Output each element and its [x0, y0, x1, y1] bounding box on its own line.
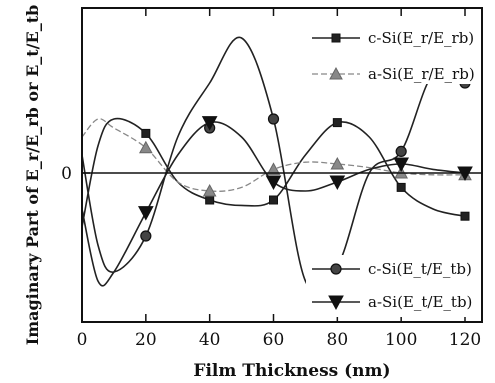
data-point	[267, 113, 280, 125]
data-point	[329, 175, 346, 191]
data-point	[332, 118, 342, 128]
x-tick-label: 80	[327, 330, 349, 350]
y-tick-label: 0	[61, 164, 72, 184]
data-point	[140, 230, 152, 242]
data-point	[141, 128, 151, 138]
data-point	[202, 183, 217, 197]
x-tick-label: 100	[385, 330, 417, 350]
legend-entry-a-si-t: a-Si(E_t/E_tb)	[312, 293, 472, 311]
data-point	[269, 195, 278, 205]
data-point	[137, 206, 154, 221]
legend-label: a-Si(E_t/E_tb)	[368, 293, 472, 311]
data-point	[393, 157, 410, 173]
series-line	[81, 36, 466, 293]
legend-entry-c-si-t: c-Si(E_t/E_tb)	[312, 260, 472, 278]
legend-entry-c-si-r: c-Si(E_r/E_rb)	[312, 29, 474, 47]
data-point	[460, 211, 470, 221]
x-tick-label: 40	[199, 330, 221, 350]
x-axis-title: Film Thickness (nm)	[193, 361, 390, 381]
legend-marker	[330, 263, 342, 275]
series-3	[81, 116, 473, 287]
legend-layer: c-Si(E_r/E_rb) a-Si(E_r/E_rb) c-Si(E_t/E_t…	[306, 18, 480, 317]
axes-layer: 0 20 40 60 80 100 120 0 Film Thickness (nm) Imagi…	[23, 5, 483, 381]
x-tick-label: 120	[449, 330, 481, 350]
legend-label: c-Si(E_r/E_rb)	[368, 29, 474, 47]
data-point	[396, 182, 406, 192]
legend-bottom: c-Si(E_t/E_tb) a-Si(E_t/E_tb)	[306, 255, 480, 317]
data-point	[395, 145, 407, 157]
legend-label: a-Si(E_r/E_rb)	[368, 65, 475, 83]
series-0	[81, 117, 470, 228]
series-layer	[81, 36, 473, 293]
legend-top: c-Si(E_r/E_rb) a-Si(E_r/E_rb)	[306, 18, 480, 84]
legend-label: c-Si(E_t/E_tb)	[368, 260, 472, 278]
data-point	[330, 156, 345, 170]
legend-entry-a-si-r: a-Si(E_r/E_rb)	[312, 65, 475, 83]
data-point	[138, 140, 153, 154]
data-point	[201, 116, 218, 131]
series-line	[81, 121, 466, 287]
data-point	[205, 195, 215, 205]
data-point	[266, 162, 281, 175]
plot-frame	[81, 7, 483, 323]
x-tick-label: 20	[135, 330, 157, 350]
legend-marker	[329, 66, 343, 80]
x-tick-label: 0	[77, 330, 88, 350]
y-axis-title: Imaginary Part of E_r/E_rb or E_t/E_tb	[23, 5, 42, 346]
x-tick-label: 60	[263, 330, 285, 350]
data-point	[265, 175, 282, 191]
legend-marker	[328, 295, 344, 311]
series-line	[81, 117, 466, 228]
legend-marker	[331, 33, 341, 43]
